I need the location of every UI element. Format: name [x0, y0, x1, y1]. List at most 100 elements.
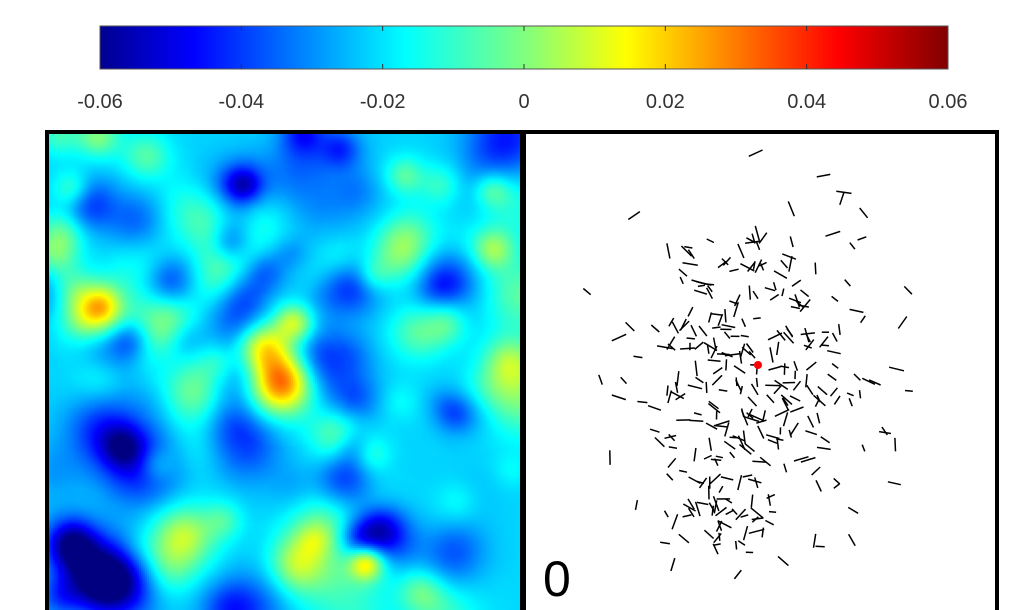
- segment-mark: [844, 279, 851, 287]
- segment-mark: [676, 371, 680, 386]
- segment-mark: [806, 384, 814, 396]
- segment-mark: [749, 414, 764, 422]
- segment-mark: [705, 287, 714, 300]
- segment-mark: [849, 242, 856, 250]
- segment-mark: [777, 555, 789, 567]
- segment-mark: [698, 477, 708, 489]
- segment-mark: [717, 313, 724, 326]
- segment-mark: [753, 477, 759, 489]
- segment-mark: [620, 376, 628, 385]
- segment-mark: [881, 426, 888, 436]
- segment-mark: [733, 294, 741, 307]
- segment-mark: [831, 363, 839, 369]
- segment-mark: [725, 509, 735, 516]
- segment-mark: [729, 436, 737, 439]
- segment-mark: [857, 236, 867, 241]
- segment-mark: [783, 463, 788, 473]
- segment-mark: [747, 478, 762, 484]
- segment-mark: [738, 350, 743, 364]
- segment-mark: [744, 443, 755, 452]
- segment-mark: [756, 419, 767, 424]
- segment-mark: [789, 236, 794, 248]
- segment-mark: [717, 520, 723, 532]
- colorbar-tick-label: -0.06: [77, 91, 123, 113]
- segment-mark: [682, 503, 696, 512]
- segment-mark: [831, 332, 838, 342]
- segment-mark: [708, 437, 713, 451]
- segment-mark: [769, 347, 774, 363]
- segment-mark: [670, 390, 685, 400]
- segment-mark: [751, 517, 764, 521]
- segment-mark: [897, 316, 908, 329]
- segment-mark: [805, 361, 817, 371]
- segment-mark: [733, 365, 746, 374]
- segment-mark: [734, 540, 738, 550]
- segment-mark: [858, 390, 862, 399]
- segment-mark: [679, 469, 688, 473]
- segment-mark: [637, 400, 648, 404]
- segment-mark: [780, 394, 793, 405]
- segment-mark: [667, 343, 676, 351]
- segment-mark: [598, 374, 604, 385]
- segment-mark: [836, 190, 852, 195]
- segment-mark: [666, 385, 669, 396]
- segment-mark: [812, 533, 817, 548]
- segment-mark: [764, 286, 776, 292]
- colorbar-gradient: [99, 25, 949, 70]
- segment-mark: [815, 479, 822, 492]
- segment-mark: [853, 373, 861, 381]
- segment-mark: [654, 436, 665, 448]
- segment-mark: [817, 386, 828, 396]
- segment-mark: [724, 309, 727, 323]
- segment-mark: [687, 498, 695, 510]
- segment-mark: [767, 494, 772, 506]
- segment-mark: [816, 173, 831, 178]
- segment-mark: [739, 443, 752, 455]
- segment-mark: [611, 333, 627, 342]
- heatmap-panel: [45, 130, 523, 610]
- segment-mark: [684, 245, 693, 249]
- segment-mark: [752, 290, 759, 300]
- segment-mark: [703, 454, 712, 460]
- segment-mark: [742, 474, 753, 478]
- segment-mark: [695, 376, 704, 384]
- segment-mark: [741, 318, 747, 328]
- segment-mark: [768, 365, 781, 371]
- segment-mark: [757, 425, 765, 439]
- segment-panel: 0: [523, 130, 999, 610]
- segment-mark: [800, 332, 815, 336]
- segment-mark: [710, 458, 722, 461]
- segment-mark: [707, 402, 721, 414]
- segment-mark: [827, 373, 837, 382]
- segment-mark: [715, 506, 727, 517]
- segment-mark: [687, 507, 695, 518]
- segment-mark: [785, 325, 794, 338]
- segment-mark: [725, 359, 728, 371]
- segment-mark: [682, 514, 692, 518]
- segment-mark: [735, 508, 747, 521]
- segment-mark: [691, 279, 703, 285]
- segment-mark: [666, 243, 671, 259]
- segment-mark: [788, 429, 793, 438]
- segment-mark: [789, 422, 799, 437]
- segment-mark: [787, 201, 795, 217]
- segment-mark: [718, 532, 721, 541]
- segment-mark: [708, 502, 716, 513]
- panel-label: 0: [543, 551, 571, 607]
- segment-mark: [708, 473, 722, 486]
- segment-mark: [707, 359, 721, 363]
- segment-mark: [713, 458, 719, 467]
- segment-mark: [737, 475, 743, 491]
- segment-mark: [825, 230, 841, 237]
- segment-mark: [820, 436, 831, 444]
- segment-mark: [647, 404, 662, 411]
- segment-mark: [679, 276, 684, 285]
- segment-mark: [737, 540, 746, 546]
- segment-mark: [790, 406, 804, 413]
- colorbar-tick-label: 0.04: [787, 91, 826, 113]
- segment-mark: [627, 210, 641, 221]
- segment-mark: [687, 306, 694, 317]
- segment-mark: [814, 399, 820, 408]
- segment-mark: [894, 437, 897, 452]
- segment-mark: [720, 476, 734, 481]
